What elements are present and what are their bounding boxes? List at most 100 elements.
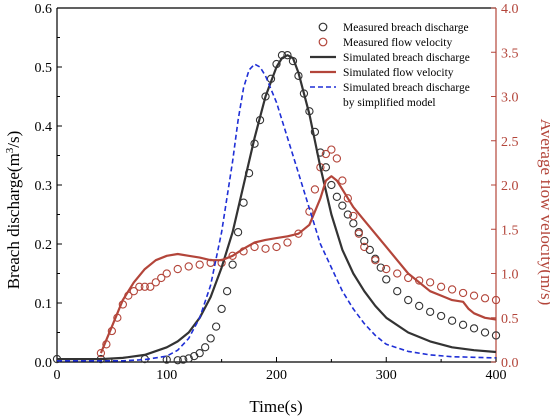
x-tick-label: 0 [54,368,61,383]
data-point [162,355,171,364]
data-point [206,334,215,343]
data-point [321,149,331,159]
data-point [480,328,490,337]
data-point [360,236,369,246]
x-tick-label: 400 [486,368,507,383]
data-point [211,322,221,331]
data-point [283,238,292,247]
data-point [343,210,352,219]
data-point [376,263,385,272]
data-point [195,260,204,269]
legend-label-line2: by simplified model [343,97,436,109]
data-point [480,294,490,303]
data-point [173,264,182,274]
data-point [96,348,106,358]
data-point [283,51,292,60]
right-y-tick-label: 3.0 [501,91,519,106]
data-point [179,355,188,364]
data-point [425,307,435,316]
right-y-tick-label: 1.5 [501,223,519,238]
data-point [310,185,320,194]
data-point [354,229,363,238]
data-point [393,269,402,278]
legend-label: Simulated breach discharge [343,82,470,94]
left-y-tick-label: 0.0 [35,356,53,371]
left-y-axis-label: Breach discharge(m3/s) [4,131,23,290]
data-point [469,291,479,300]
data-point [393,287,402,296]
right-y-tick-label: 1.0 [501,268,519,283]
data-point [184,354,193,363]
data-point [184,262,193,271]
legend-label: Simulated flow velocity [343,67,454,79]
data-point [349,211,358,221]
legend-marker [318,37,328,47]
data-point [135,282,144,291]
x-axis-ticks: 0 100 200 300 400 [54,357,507,383]
series-2-line [57,54,497,361]
data-point [447,316,457,325]
right-y-tick-label: 3.5 [501,46,519,61]
legend-label: Measured breach discharge [343,22,469,34]
x-tick-label: 200 [266,368,287,383]
data-point [458,320,468,329]
data-point [228,251,237,260]
data-point [272,242,281,252]
data-point [327,145,336,154]
data-point [349,219,358,228]
data-point [217,304,226,314]
data-point [201,343,210,352]
series-1-markers [96,145,501,358]
right-y-tick-label: 0.5 [501,312,519,327]
right-y-tick-label: 0.0 [501,356,519,371]
data-point [491,295,501,305]
left-y-tick-label: 0.4 [35,120,53,135]
data-point [371,256,380,265]
data-point [360,242,369,252]
legend-label: Simulated breach discharge [343,52,470,64]
data-point [151,278,160,287]
data-point [146,282,155,291]
data-point [327,180,336,190]
legend: Measured breach discharge Measured flow v… [310,22,470,109]
x-axis-label: Time(s) [249,397,302,416]
left-y-tick-label: 0.6 [35,2,53,17]
data-point [436,282,446,291]
data-point [162,269,171,278]
data-point [343,194,352,203]
left-y-tick-label: 0.5 [35,61,53,76]
left-y-tick-label: 0.3 [35,179,53,194]
right-y-tick-label: 2.0 [501,179,519,194]
data-point [458,288,468,298]
left-y-axis-label-end: /s) [4,131,23,148]
left-y-axis-ticks: 0.0 0.1 0.2 0.3 0.4 0.5 0.6 [35,2,62,371]
data-point [222,287,232,296]
right-y-axis-label: Average flow velocity(m/s) [537,119,550,306]
data-point [469,324,479,333]
left-y-tick-label: 0.2 [35,238,53,253]
data-point [332,192,342,201]
data-point [233,228,243,237]
right-y-tick-label: 4.0 [501,2,519,17]
x-tick-label: 100 [156,368,177,383]
data-point [382,275,391,284]
data-point [173,356,182,365]
data-point [338,176,347,185]
right-y-tick-label: 2.5 [501,135,519,150]
data-point [338,201,347,210]
data-point [157,273,166,283]
data-point [321,163,331,172]
left-y-tick-label: 0.1 [35,297,53,312]
data-point [436,311,446,321]
data-point [228,260,237,269]
data-point [447,285,457,294]
data-point [404,295,413,305]
series-layer [52,51,501,365]
data-point [365,245,374,255]
data-point [140,282,149,291]
series-3-line [99,175,497,354]
data-point [332,154,342,163]
legend-label: Measured flow velocity [343,37,452,49]
data-point [491,331,501,340]
legend-marker [318,22,328,32]
